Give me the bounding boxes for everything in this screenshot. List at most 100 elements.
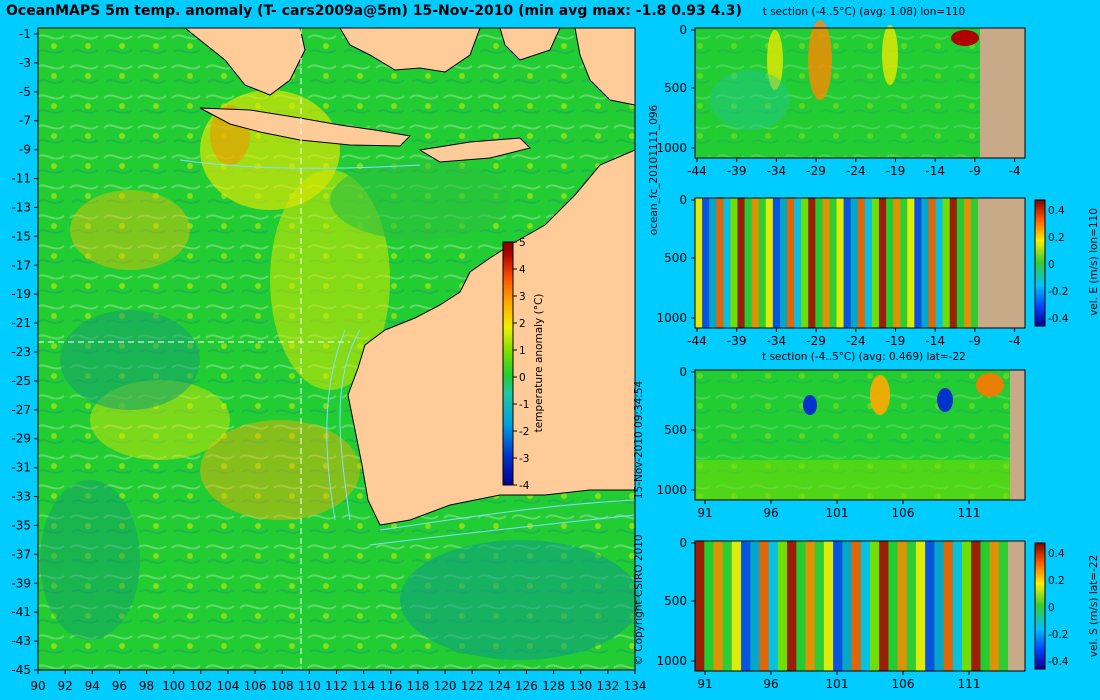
- lon-tick-label: 134: [624, 679, 647, 693]
- section-x-tick-label: -44: [687, 164, 707, 178]
- section-x-tick-label: -34: [767, 164, 787, 178]
- lat-tick-label: -17: [11, 258, 31, 272]
- colorbar-tick-label: -4: [519, 480, 530, 492]
- lat-tick-label: -35: [11, 518, 31, 532]
- section-x-tick-label: -9: [969, 164, 981, 178]
- velocity-stripe: [801, 198, 809, 328]
- velocity-colorbar-tick-label: -0.4: [1048, 313, 1069, 325]
- lon-tick-label: 112: [325, 679, 348, 693]
- warm-core: [870, 375, 890, 415]
- depth-tick-label: 0: [679, 193, 687, 207]
- depth-tick-label: 500: [664, 594, 687, 608]
- warm-anomaly-patch: [200, 420, 360, 520]
- velocity-colorbar-tick-label: 0.4: [1048, 548, 1065, 560]
- depth-tick-label: 1000: [656, 311, 687, 325]
- velocity-stripe: [716, 198, 724, 328]
- colorbar-tick-label: 2: [519, 318, 526, 330]
- section-x-tick-label: -39: [727, 334, 747, 348]
- lon-tick-label: 118: [406, 679, 429, 693]
- figure-title: OceanMAPS 5m temp. anomaly (T- cars2009a…: [6, 3, 742, 19]
- velocity-stripe: [925, 541, 935, 671]
- section-x-tick-label: -19: [886, 164, 906, 178]
- depth-tick-label: 0: [679, 536, 687, 550]
- lat-tick-label: -11: [11, 172, 31, 186]
- cool-core: [937, 388, 953, 412]
- copyright-label: © Copyright CSIRO 2010: [633, 534, 645, 665]
- velocity-stripe: [772, 198, 781, 328]
- section-panel-velE-lon110: [694, 197, 1046, 329]
- temperature-colorbar: temperature anomaly (°C): [502, 241, 545, 486]
- section-x-tick-label: -24: [846, 334, 866, 348]
- velocity-stripe: [786, 198, 795, 328]
- velocity-stripe: [888, 541, 899, 671]
- velocity-stripe: [833, 541, 843, 671]
- lon-tick-label: 124: [488, 679, 511, 693]
- depth-tick-label: 1000: [656, 483, 687, 497]
- velocity-stripes: [695, 198, 979, 328]
- velocity-stripe: [971, 541, 981, 671]
- lat-tick-label: -9: [19, 143, 31, 157]
- velocity-stripe: [897, 541, 908, 671]
- section-x-tick-label: -29: [806, 164, 826, 178]
- velocity-stripe: [741, 541, 751, 671]
- velocity-stripe: [952, 541, 963, 671]
- velocity-stripe: [794, 198, 802, 328]
- velocity-stripe: [713, 541, 724, 671]
- velocity-stripe: [796, 541, 806, 671]
- depth-tick-label: 0: [679, 23, 687, 37]
- cool-anomaly-patch: [400, 540, 640, 660]
- velocity-stripe: [779, 198, 788, 328]
- velocity-colorbar-tick-label: 0: [1048, 602, 1055, 614]
- velocity-colorbar-label-e: vel. E (m/s) lon=110: [1088, 208, 1100, 316]
- velocity-colorbar: [1034, 542, 1046, 670]
- depth-tick-label: 500: [664, 423, 687, 437]
- velocity-stripe: [765, 198, 774, 328]
- velocity-stripe: [900, 198, 908, 328]
- lon-tick-label: 100: [162, 679, 185, 693]
- lat-tick-label: -15: [11, 229, 31, 243]
- velocity-stripe: [768, 541, 779, 671]
- colorbar-tick-label: 5: [519, 237, 526, 249]
- velocity-stripe: [914, 198, 922, 328]
- lon-tick-label: 132: [596, 679, 619, 693]
- section-x-tick-label: -4: [1009, 164, 1021, 178]
- panel-frame: [694, 369, 1026, 501]
- panel-land: [978, 198, 1025, 328]
- bathymetry-contour: [326, 329, 346, 521]
- lat-tick-label: -19: [11, 287, 31, 301]
- velocity-stripe: [750, 541, 760, 671]
- section-panel-temp-lat-22: t section (-4..5°C) (avg: 0.469) lat=-22: [694, 351, 1026, 501]
- lat-tick-label: -37: [11, 547, 31, 561]
- velocity-stripe: [777, 541, 788, 671]
- lat-tick-label: -3: [19, 56, 31, 70]
- velocity-stripe: [871, 198, 880, 328]
- bathymetry-contour: [339, 329, 361, 521]
- velocity-stripes: [695, 541, 1009, 671]
- lon-tick-label: 102: [189, 679, 212, 693]
- velocity-stripe: [869, 541, 880, 671]
- lon-tick-label: 94: [85, 679, 100, 693]
- lat-tick-label: -39: [11, 576, 31, 590]
- velocity-stripe: [787, 541, 797, 671]
- temperature-anomaly-map: [37, 27, 640, 671]
- lon-tick-label: 120: [434, 679, 457, 693]
- section-x-tick-label: 106: [892, 506, 915, 520]
- panel-title: t section (-4..5°C) (avg: 0.469) lat=-22: [762, 351, 966, 363]
- velocity-stripe: [850, 198, 859, 328]
- lon-tick-label: 128: [542, 679, 565, 693]
- lon-tick-label: 126: [515, 679, 538, 693]
- velocity-stripe: [702, 198, 710, 328]
- section-x-tick-label: 111: [958, 677, 981, 691]
- velocity-stripe: [722, 541, 733, 671]
- timestamp-label: 15-Nov-2010 09:34:54: [633, 381, 645, 500]
- velocity-stripe: [808, 198, 816, 328]
- velocity-colorbar-tick-label: -0.2: [1048, 629, 1069, 641]
- temperature-colorbar-ticks: 5 4 3 2 1 0 -1 -2 -3 -4: [513, 237, 530, 492]
- lon-tick-label: 110: [298, 679, 321, 693]
- panel-land: [980, 28, 1025, 158]
- warm-core: [976, 373, 1004, 397]
- lat-tick-label: -13: [11, 200, 31, 214]
- lon-tick-label: 114: [352, 679, 375, 693]
